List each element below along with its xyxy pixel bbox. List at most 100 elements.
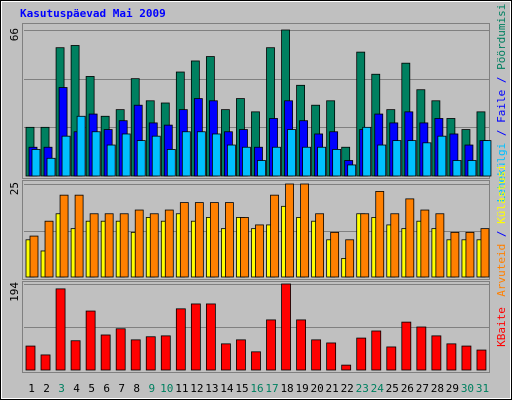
bar: [61, 135, 71, 177]
bar: [362, 126, 372, 177]
bar: [115, 328, 126, 371]
bar: [255, 224, 264, 278]
bar: [166, 149, 176, 177]
x-tick-label: 18: [280, 382, 293, 395]
x-tick-label: 11: [175, 382, 188, 395]
bar: [437, 135, 447, 177]
x-tick-label: 20: [311, 382, 324, 395]
x-tick-label: 3: [58, 382, 65, 395]
bar: [91, 131, 101, 177]
bar: [104, 213, 114, 278]
x-tick-label: 19: [295, 382, 308, 395]
bar: [375, 191, 385, 278]
bar: [401, 321, 412, 371]
legend: Lehekülgi / Faile / Pöördumisi: [495, 4, 508, 203]
bar: [134, 209, 144, 278]
bar: [76, 115, 86, 177]
bar: [422, 142, 432, 177]
panel-middle: [22, 180, 490, 280]
bar: [281, 283, 291, 371]
bar: [221, 343, 231, 371]
bar: [149, 213, 159, 278]
bar: [287, 129, 296, 177]
bar: [360, 213, 370, 278]
bar: [46, 157, 56, 177]
x-tick-label: 7: [118, 382, 125, 395]
bar: [285, 183, 294, 278]
x-tick-label: 14: [220, 382, 234, 395]
bar: [317, 146, 327, 177]
x-tick-label: 2: [43, 382, 50, 395]
bar: [345, 239, 355, 278]
bar: [130, 339, 141, 371]
bar: [100, 334, 111, 371]
bar: [482, 140, 492, 177]
bar: [407, 140, 417, 177]
x-tick-label: 28: [431, 382, 444, 395]
x-tick-label: 23: [356, 382, 369, 395]
bar: [371, 330, 382, 371]
bar: [330, 231, 340, 278]
x-tick-label: 30: [461, 382, 474, 395]
bar: [386, 346, 397, 371]
bar: [251, 351, 261, 371]
x-tick-label: 15: [235, 382, 248, 395]
panel-top: [22, 23, 490, 179]
bar: [390, 213, 400, 278]
bar: [467, 160, 477, 177]
x-tick-label: 12: [190, 382, 203, 395]
bar: [431, 335, 442, 371]
bar: [435, 213, 445, 278]
bar: [315, 213, 325, 278]
bar: [311, 339, 322, 371]
x-tick-label: 6: [103, 382, 110, 395]
bar: [190, 303, 201, 371]
bar: [296, 319, 306, 371]
bar: [44, 220, 54, 278]
x-tick-label: 9: [148, 382, 155, 395]
y-tick-label: 66: [8, 28, 21, 41]
bar: [179, 202, 189, 278]
bar: [377, 144, 387, 177]
bar: [332, 149, 342, 177]
bar: [452, 160, 462, 177]
bar: [196, 131, 206, 177]
x-tick-label: 27: [416, 382, 429, 395]
bar: [476, 349, 487, 371]
x-tick-label: 5: [88, 382, 95, 395]
x-tick-label: 4: [73, 382, 80, 395]
bar: [25, 345, 36, 371]
bar: [31, 149, 41, 177]
bar: [121, 133, 131, 177]
legend-entry: Arvuteid: [495, 244, 508, 297]
legend-separator: /: [495, 70, 508, 90]
bar: [242, 146, 251, 177]
bar: [194, 202, 204, 278]
bar: [29, 235, 39, 278]
bar: [420, 209, 430, 278]
x-tick-label: 16: [250, 382, 263, 395]
x-tick-label: 31: [476, 382, 489, 395]
legend-entry: KBaite: [495, 307, 508, 347]
legend: KBaite: [495, 307, 508, 347]
bar: [266, 319, 276, 371]
x-tick-label: 29: [446, 382, 459, 395]
bar: [270, 194, 279, 278]
x-tick-label: 24: [371, 382, 385, 395]
bar: [227, 144, 236, 177]
bar: [356, 337, 367, 371]
bar: [85, 310, 96, 371]
bar: [326, 342, 337, 371]
bar: [89, 213, 99, 278]
bar: [151, 135, 161, 177]
x-tick-label: 26: [401, 382, 414, 395]
bar: [341, 364, 352, 371]
bar: [405, 198, 415, 278]
bar: [450, 231, 460, 278]
legend-separator: /: [495, 224, 508, 244]
bar: [416, 326, 427, 371]
legend-entry: Pöördumisi: [495, 4, 508, 70]
bar: [106, 144, 116, 177]
